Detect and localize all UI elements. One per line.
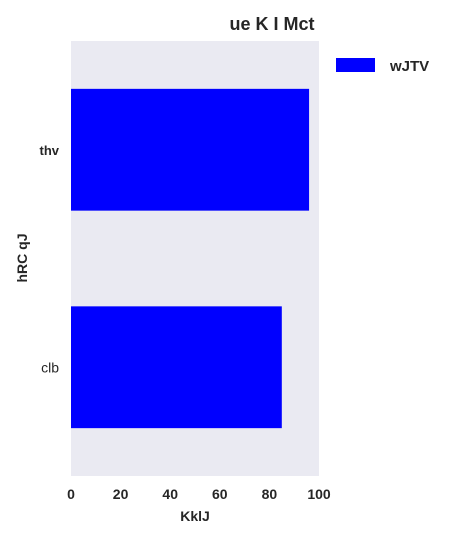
y-tick-labels: thv clb [40, 143, 60, 376]
x-tick-label-100: 100 [307, 486, 331, 502]
x-tick-label-0: 0 [67, 486, 75, 502]
y-tick-label-clb: clb [41, 359, 59, 375]
x-tick-label-80: 80 [262, 486, 278, 502]
x-axis-label: KklJ [180, 508, 210, 524]
x-tick-label-20: 20 [113, 486, 129, 502]
y-tick-label-thv: thv [40, 143, 60, 158]
x-tick-labels: 0 20 40 60 80 100 [67, 486, 331, 502]
bars-group [71, 88, 310, 429]
x-tick-label-40: 40 [162, 486, 178, 502]
bar-thv [71, 88, 310, 211]
chart-title: ue K I Mct [229, 14, 314, 34]
x-tick-label-60: 60 [212, 486, 228, 502]
bar-clb [71, 306, 282, 429]
legend: wJTV [336, 58, 429, 75]
legend-swatch [336, 58, 375, 72]
legend-label: wJTV [389, 58, 429, 75]
y-axis-label: hRC qJ [14, 234, 30, 283]
